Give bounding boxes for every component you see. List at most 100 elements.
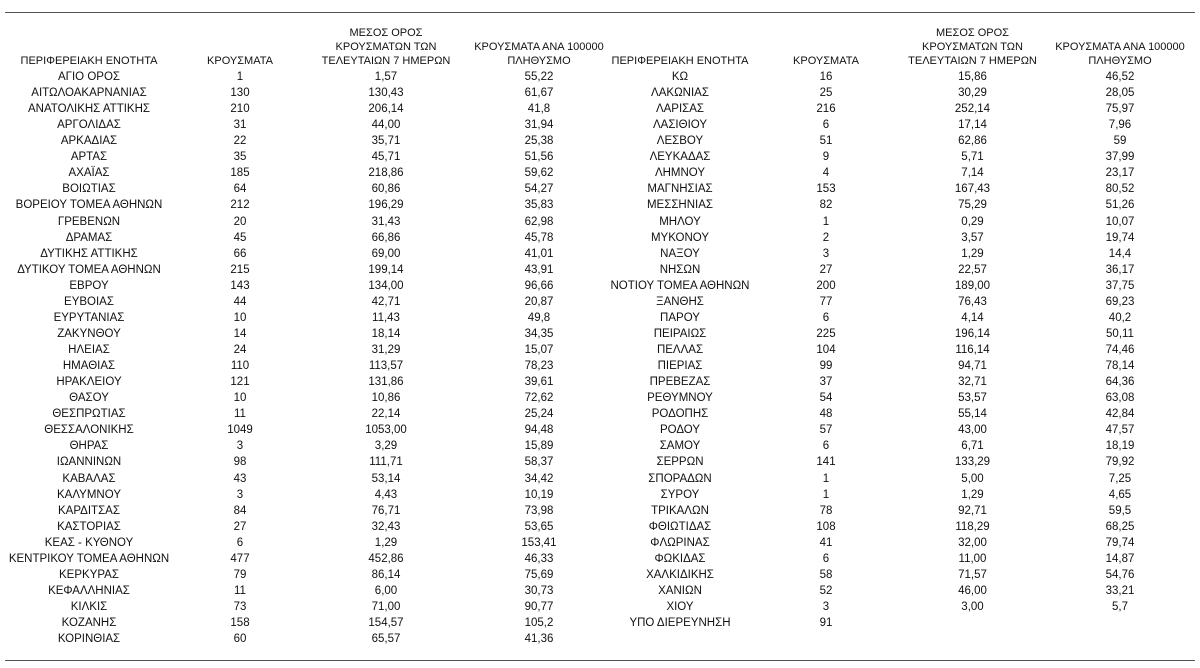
value-cell: 3,29 [374, 440, 398, 453]
value-cell: 75,69 [524, 568, 554, 581]
value-cell: 37 [819, 376, 833, 389]
region-cell: ΚΑΣΤΟΡΙΑΣ [57, 520, 121, 533]
value-cell: 4,43 [374, 488, 398, 501]
value-cell: 10 [233, 392, 247, 405]
value-cell: 4,65 [1108, 488, 1132, 501]
value-cell: 60,86 [371, 183, 401, 196]
value-cell: 185 [230, 167, 250, 180]
value-cell: 5,7 [1112, 600, 1128, 613]
value-cell: 27 [233, 520, 247, 533]
value-cell: 44 [233, 295, 247, 308]
value-cell: 44,00 [371, 119, 401, 132]
value-cell: 59,5 [1108, 504, 1132, 517]
value-cell: 41,36 [524, 633, 554, 646]
value-cell: 210 [230, 103, 250, 116]
value-cell: 10,86 [371, 392, 401, 405]
region-cell: ΗΡΑΚΛΕΙΟΥ [56, 376, 122, 389]
region-cell: ΝΗΣΩΝ [659, 263, 701, 276]
value-cell: 30,29 [958, 87, 987, 100]
value-cell: 41,8 [527, 103, 551, 116]
value-cell: 64,36 [1105, 376, 1135, 389]
value-cell: 6,71 [961, 440, 984, 453]
value-cell: 35,71 [371, 135, 401, 148]
value-cell: 3 [236, 440, 244, 453]
value-cell: 46,52 [1105, 71, 1135, 83]
value-cell: 1053,00 [365, 424, 407, 437]
value-cell: 196,14 [954, 327, 991, 340]
top-rule [5, 12, 1195, 13]
value-cell: 51,56 [524, 151, 554, 164]
region-cell: ΣΑΜΟΥ [659, 440, 701, 453]
region-cell: ΘΑΣΟΥ [69, 392, 109, 405]
value-cell: 42,84 [1105, 408, 1135, 421]
value-cell: 3 [822, 247, 830, 260]
value-cell: 32,71 [958, 376, 987, 389]
value-cell: 452,86 [368, 552, 404, 565]
region-cell: ΚΕΝΤΡΙΚΟΥ ΤΟΜΕΑ ΑΘΗΝΩΝ [8, 552, 170, 565]
value-cell: 131,86 [368, 376, 404, 389]
value-cell: 477 [230, 552, 250, 565]
value-cell: 15,86 [958, 71, 987, 83]
value-cell: 154,57 [368, 617, 404, 630]
region-cell: ΦΘΙΩΤΙΔΑΣ [648, 520, 712, 533]
value-cell: 3 [236, 488, 244, 501]
value-cell: 94,48 [524, 424, 554, 437]
region-cell: ΠΕΛΛΑΣ [656, 344, 704, 357]
value-cell: 46,33 [524, 552, 554, 565]
value-cell: 78,14 [1105, 360, 1135, 373]
value-cell: 18,19 [1105, 440, 1135, 453]
value-cell: 62,98 [524, 215, 554, 228]
region-cell: ΚΩ [671, 71, 689, 83]
value-cell: 15,89 [524, 440, 554, 453]
value-cell: 22,57 [958, 263, 987, 276]
value-cell: 32,43 [371, 520, 401, 533]
value-cell: 42,71 [371, 295, 401, 308]
value-cell: 6 [236, 536, 244, 549]
value-cell: 14,4 [1108, 247, 1132, 260]
value-cell: 75,97 [1105, 103, 1135, 116]
value-cell: 1,29 [961, 488, 984, 501]
value-cell: 1,29 [374, 536, 398, 549]
value-cell: 216 [816, 103, 836, 116]
region-cell: ΞΑΝΘΗΣ [656, 295, 704, 308]
value-cell: 118,29 [955, 520, 990, 533]
value-cell: 78,23 [524, 360, 554, 373]
value-cell: 49,8 [527, 311, 551, 324]
value-cell: 111,71 [369, 456, 403, 469]
region-cell: ΚΙΛΚΙΣ [70, 600, 108, 613]
region-cell: ΘΕΣΣΑΛΟΝΙΚΗΣ [44, 424, 134, 437]
region-cell: ΕΥΒΟΙΑΣ [64, 295, 114, 308]
value-cell: 134,00 [368, 279, 404, 292]
value-cell: 105,2 [524, 617, 554, 630]
value-cell: 58,37 [524, 456, 554, 469]
value-cell: 215 [230, 263, 250, 276]
column-header: ΚΡΟΥΣΜΑΤΑ ΑΝΑ 100000 ΠΛΗΘΥΣΜΟ [474, 41, 604, 67]
value-cell: 78 [819, 504, 833, 517]
value-cell: 43 [233, 472, 247, 485]
value-cell: 31,29 [371, 344, 401, 357]
value-cell: 22,14 [371, 408, 401, 421]
value-cell: 16 [819, 71, 833, 83]
region-cell: ΑΡΤΑΣ [70, 151, 108, 164]
value-cell: 90,77 [524, 600, 554, 613]
value-cell: 20 [233, 215, 247, 228]
value-cell: 133,29 [954, 456, 991, 469]
region-cell: ΑΡΚΑΔΙΑΣ [60, 135, 118, 148]
value-cell: 59 [1113, 135, 1127, 148]
value-cell: 113,57 [368, 360, 404, 373]
value-cell: 64 [233, 183, 247, 196]
value-cell: 25,38 [524, 135, 554, 148]
column-header: ΚΡΟΥΣΜΑΤΑ [207, 55, 273, 67]
value-cell: 1 [822, 215, 830, 228]
value-cell: 51,26 [1105, 199, 1135, 212]
value-cell: 71,57 [958, 568, 987, 581]
bottom-rule [5, 660, 1195, 661]
region-cell: ΘΗΡΑΣ [69, 440, 109, 453]
value-cell: 79 [233, 568, 247, 581]
value-cell: 7,96 [1108, 119, 1132, 132]
value-cell: 79,92 [1105, 456, 1135, 469]
value-cell: 65,57 [371, 633, 401, 646]
value-cell: 76,43 [958, 295, 987, 308]
column-header: ΚΡΟΥΣΜΑΤΑ ΑΝΑ 100000 ΠΛΗΘΥΣΜΟ [1055, 41, 1185, 67]
